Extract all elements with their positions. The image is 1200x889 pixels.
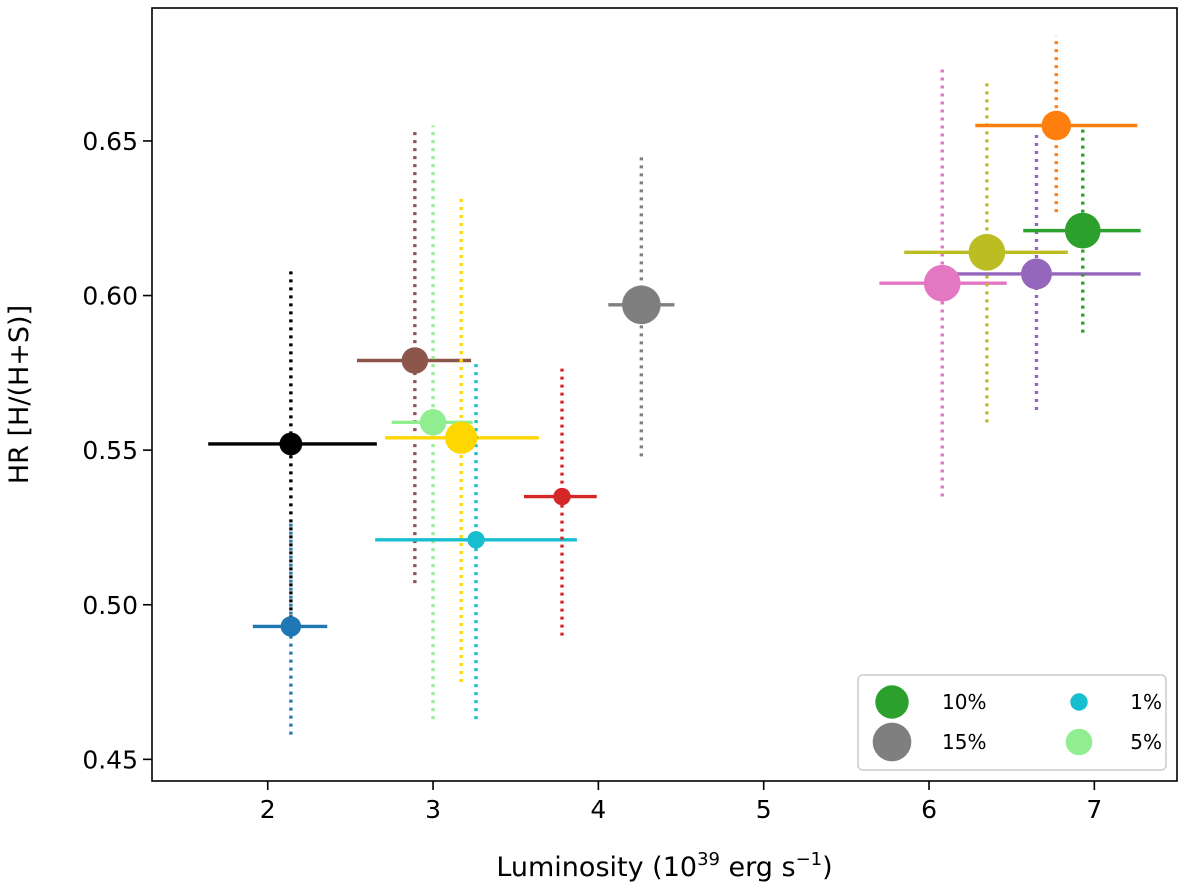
y-tick-label: 0.55 xyxy=(82,436,138,465)
x-tick-label: 3 xyxy=(425,795,441,824)
legend-marker-1pct xyxy=(1070,693,1088,711)
x-axis-label-prefix: Luminosity (10 xyxy=(496,852,697,883)
data-point-pink xyxy=(923,264,961,302)
x-axis-label-unit: erg s xyxy=(720,852,796,883)
data-point-olive xyxy=(968,233,1006,271)
y-tick-label: 0.50 xyxy=(82,591,138,620)
x-tick-label: 6 xyxy=(921,795,937,824)
data-point-red xyxy=(553,487,571,506)
x-axis-ticks: 2 3 4 5 6 7 xyxy=(260,781,1102,824)
error-bars xyxy=(208,35,1141,735)
plot-frame xyxy=(151,7,1178,782)
y-tick-label: 0.45 xyxy=(82,745,138,774)
y-axis-label: HR [H/(H+S)] xyxy=(4,305,35,484)
x-axis-label: Luminosity (1039 erg s−1) xyxy=(496,849,832,883)
data-point-cyan xyxy=(467,531,485,549)
data-point-purple xyxy=(1021,258,1052,290)
x-axis-label-unit-exponent: −1 xyxy=(796,849,823,870)
y-tick-label: 0.65 xyxy=(82,127,138,156)
legend-label-10pct: 10% xyxy=(942,690,986,714)
legend-marker-5pct xyxy=(1065,728,1093,756)
data-point-orange xyxy=(1041,110,1072,141)
data-point-blue xyxy=(280,616,302,637)
data-point-lightgreen xyxy=(419,409,447,436)
x-tick-label: 2 xyxy=(260,795,276,824)
data-point-green xyxy=(1064,212,1101,249)
x-tick-label: 4 xyxy=(590,795,606,824)
data-point-gray xyxy=(622,285,661,325)
legend-marker-10pct xyxy=(875,685,909,719)
legend-label-1pct: 1% xyxy=(1130,690,1162,714)
legend-marker-15pct xyxy=(872,722,912,762)
x-tick-label: 5 xyxy=(756,795,772,824)
data-markers xyxy=(279,110,1101,637)
data-point-gold xyxy=(445,421,478,454)
x-axis-label-exponent: 39 xyxy=(697,849,720,870)
x-tick-label: 7 xyxy=(1086,795,1102,824)
y-axis-ticks: 0.45 0.50 0.55 0.60 0.65 xyxy=(82,127,152,774)
data-point-brown xyxy=(401,347,429,374)
legend-label-5pct: 5% xyxy=(1130,730,1162,754)
legend: 10% 1% 15% 5% xyxy=(857,674,1167,771)
x-axis-label-suffix: ) xyxy=(822,852,833,883)
legend-label-15pct: 15% xyxy=(942,730,986,754)
data-point-black xyxy=(279,432,303,456)
y-tick-label: 0.60 xyxy=(82,282,138,311)
